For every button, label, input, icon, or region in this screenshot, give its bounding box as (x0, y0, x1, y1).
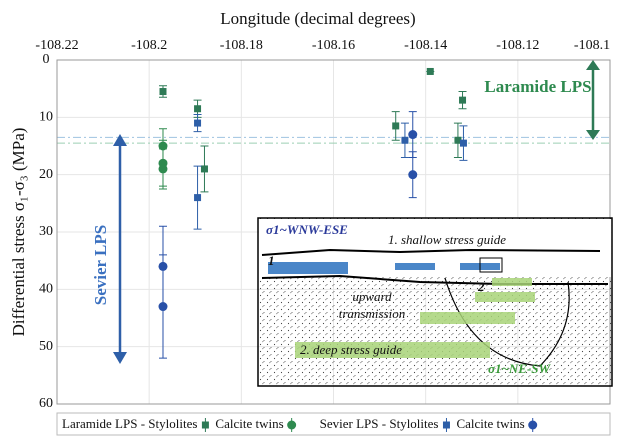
legend-marker (442, 421, 450, 429)
y-axis-label: Differential stress σ₁-σ₃ (MPa) (9, 128, 28, 337)
legend-label: Calcite twins (456, 416, 524, 431)
annotation-arrowhead (586, 60, 600, 140)
inset-label: upward (352, 289, 392, 304)
inset-label: 2. deep stress guide (300, 342, 402, 357)
inset-arrow (395, 263, 435, 270)
point (194, 105, 202, 113)
x-tick-label: -108.14 (404, 38, 447, 53)
point (408, 130, 418, 140)
annotation: Sevier LPS (91, 225, 110, 305)
inset-label: 1 (268, 253, 275, 268)
inset-block (295, 342, 490, 358)
inset-box (479, 257, 503, 273)
point (454, 136, 462, 144)
inset-layer (261, 274, 608, 285)
x-tick-label: -108.18 (220, 38, 263, 53)
point (200, 165, 208, 173)
legend-marker (201, 421, 209, 429)
legend: Laramide LPS - Stylolites Calcite twins Se… (62, 416, 538, 432)
point (408, 170, 418, 180)
point (392, 122, 400, 130)
inset-label: 2 (477, 279, 485, 294)
point (158, 164, 168, 174)
y-tick-label: 30 (39, 224, 53, 239)
inset-arrow (268, 262, 348, 274)
x-tick-label: -108.1 (574, 38, 610, 53)
laramide-annotation: Laramide LPS (484, 60, 600, 140)
inset-surface (261, 248, 601, 256)
point (459, 139, 467, 147)
annotation: Laramide LPS (484, 77, 591, 96)
legend-box (56, 412, 611, 436)
point (158, 302, 168, 312)
x-tick-label: -108.2 (131, 38, 167, 53)
x-tick-label: -108.22 (35, 38, 78, 53)
legend-marker (287, 420, 297, 430)
marks (158, 67, 468, 359)
y-tick-label: 60 (39, 396, 53, 411)
point (159, 88, 167, 96)
legend-label: Laramide LPS - Stylolites (62, 416, 197, 431)
y-tick-label: 50 (39, 339, 53, 354)
point (194, 119, 202, 127)
inset-label: σ1~WNW-ESE (266, 222, 348, 237)
point (401, 136, 409, 144)
inset-block (492, 278, 532, 286)
inset-label: 1. shallow stress guide (388, 232, 506, 247)
y-tick-label: 0 (43, 52, 50, 67)
inset-block (420, 312, 515, 324)
y-tick-label: 40 (39, 282, 53, 297)
inset-diagram: σ1~WNW-ESE 1. shallow stress guide 1 2 u… (257, 217, 613, 387)
inset-label: transmission (339, 306, 405, 321)
sevier-annotation: Sevier LPS (91, 134, 127, 364)
point (194, 194, 202, 202)
point (426, 67, 434, 75)
x-tick-label: -108.12 (496, 38, 539, 53)
legend-label: Calcite twins (215, 416, 283, 431)
y-tick-label: 10 (39, 110, 53, 125)
legend-label: Sevier LPS - Stylolites (320, 416, 439, 431)
inset-label: σ1~NE-SW (488, 361, 552, 376)
point (459, 96, 467, 104)
inset-block (475, 292, 535, 302)
chart-title: Longitude (decimal degrees) (220, 9, 415, 28)
legend-marker (528, 420, 538, 430)
x-tick-label: -108.16 (312, 38, 355, 53)
y-tick-label: 20 (39, 167, 53, 182)
